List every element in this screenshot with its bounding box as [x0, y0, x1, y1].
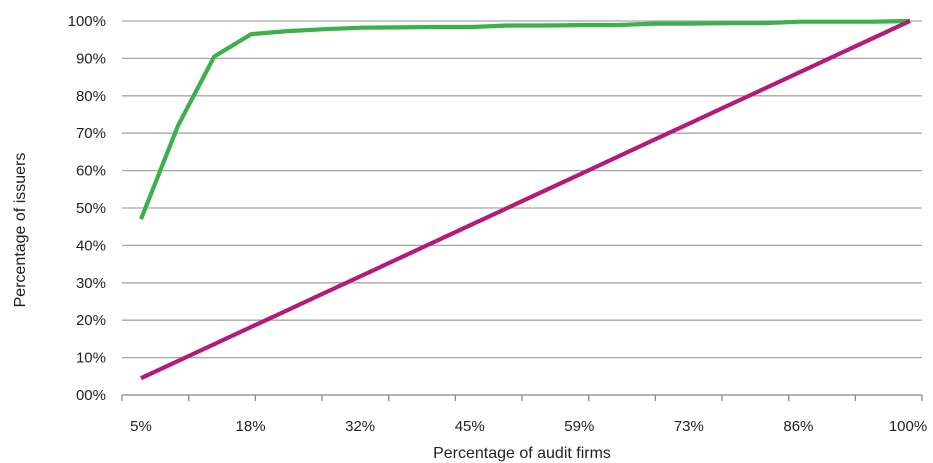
y-tick-label: 60% — [76, 163, 106, 180]
y-tick-label: 20% — [76, 312, 106, 329]
y-tick-label: 30% — [76, 275, 106, 292]
x-tick-label: 59% — [564, 418, 594, 435]
y-tick-label: 90% — [76, 50, 106, 67]
axes — [121, 394, 923, 401]
y-tick-label: 50% — [76, 200, 106, 217]
y-tick-label: 70% — [76, 125, 106, 142]
x-tick-label: 45% — [455, 418, 485, 435]
x-tick-label: 73% — [674, 418, 704, 435]
y-tick-label: 00% — [76, 387, 106, 404]
y-tick-label: 10% — [76, 350, 106, 367]
x-tick-label: 18% — [236, 418, 266, 435]
x-tick-label: 32% — [345, 418, 375, 435]
x-tick-label: 100% — [889, 418, 927, 435]
series-line-2 — [140, 19, 911, 381]
series-line-1 — [139, 18, 911, 220]
x-tick-labels: 5% 18% 32% 45% 59% 73% 86% 100% — [130, 418, 927, 435]
x-tick-label: 86% — [783, 418, 813, 435]
series-lines — [139, 18, 911, 381]
y-tick-label: 40% — [76, 237, 106, 254]
y-axis-title: Percentage of issuers — [12, 153, 29, 308]
y-tick-labels: 00% 10% 20% 30% 40% 50% 60% 70% 80% 90% 100% — [68, 13, 106, 404]
y-tick-label: 80% — [76, 88, 106, 105]
y-tick-label: 100% — [68, 13, 106, 30]
x-axis-title: Percentage of audit firms — [433, 445, 611, 462]
x-tick-label: 5% — [130, 418, 152, 435]
